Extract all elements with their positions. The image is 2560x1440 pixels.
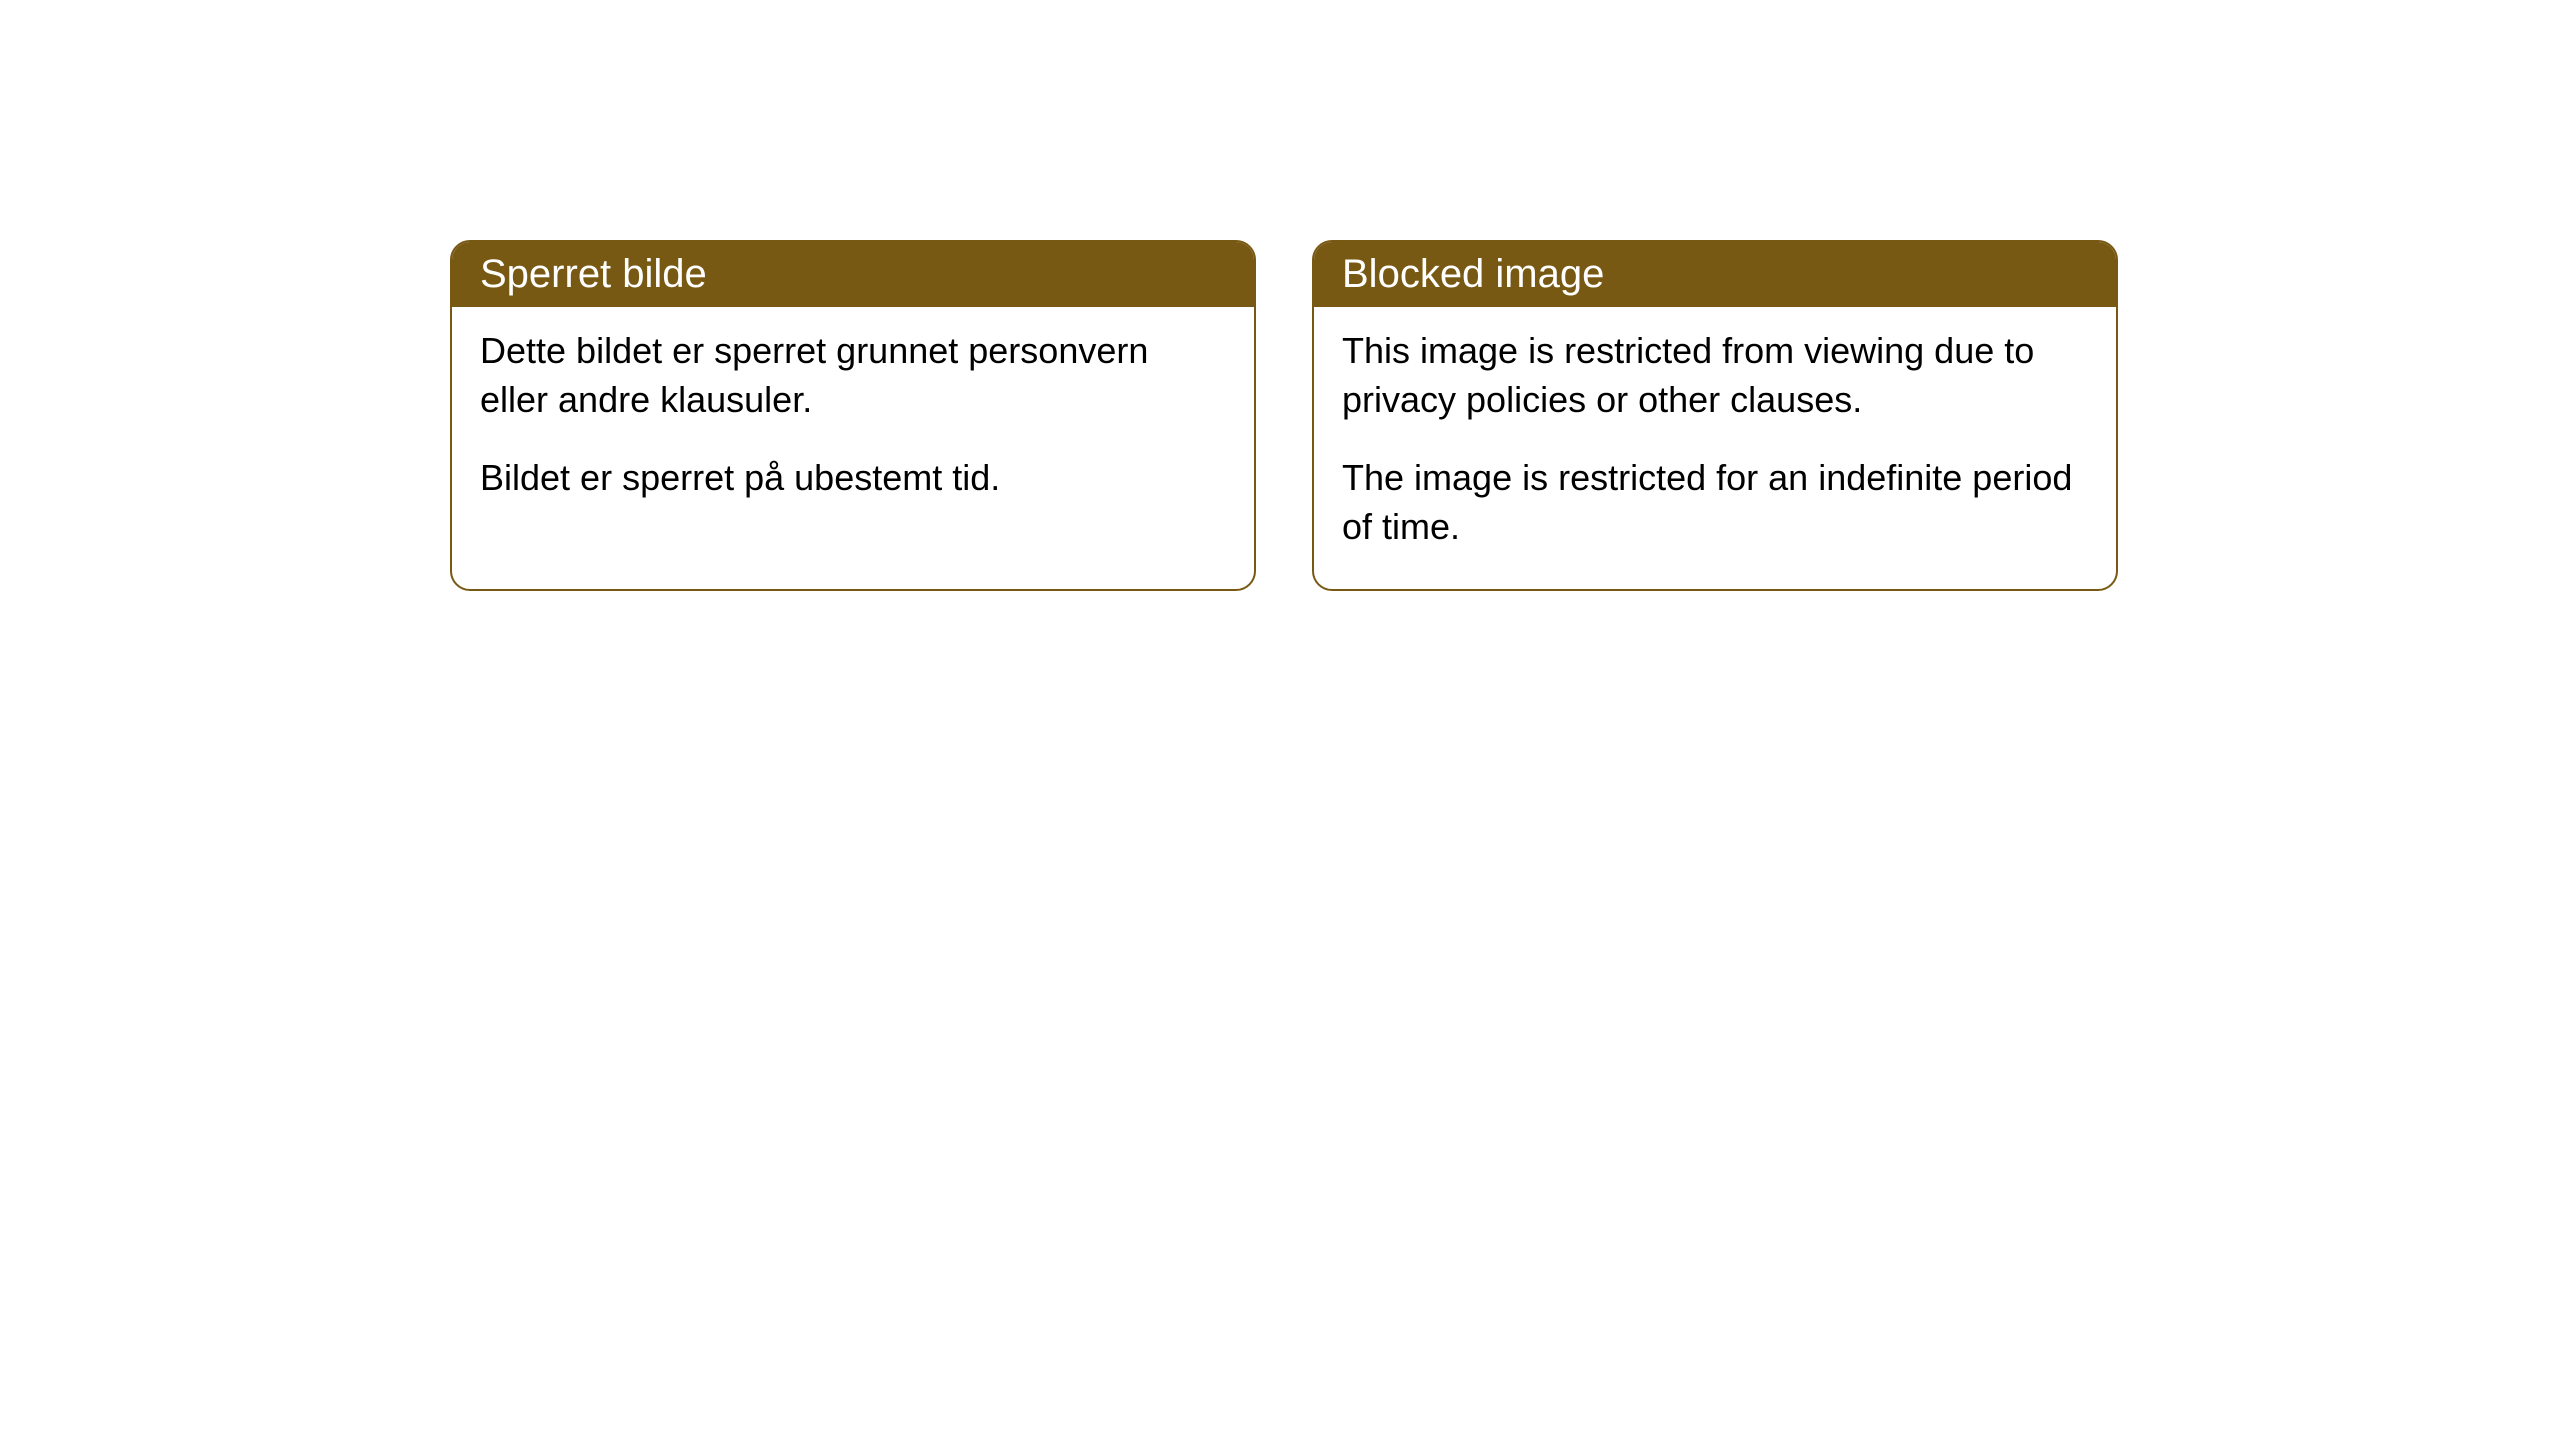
card-header: Sperret bilde <box>452 242 1254 307</box>
card-paragraph: The image is restricted for an indefinit… <box>1342 454 2088 551</box>
card-paragraph: Dette bildet er sperret grunnet personve… <box>480 327 1226 424</box>
card-title: Blocked image <box>1342 252 1604 296</box>
card-title: Sperret bilde <box>480 252 707 296</box>
notice-card-english: Blocked image This image is restricted f… <box>1312 240 2118 591</box>
card-body: Dette bildet er sperret grunnet personve… <box>452 307 1254 541</box>
card-header: Blocked image <box>1314 242 2116 307</box>
card-body: This image is restricted from viewing du… <box>1314 307 2116 589</box>
notice-cards-container: Sperret bilde Dette bildet er sperret gr… <box>450 240 2118 591</box>
notice-card-norwegian: Sperret bilde Dette bildet er sperret gr… <box>450 240 1256 591</box>
card-paragraph: Bildet er sperret på ubestemt tid. <box>480 454 1226 503</box>
card-paragraph: This image is restricted from viewing du… <box>1342 327 2088 424</box>
